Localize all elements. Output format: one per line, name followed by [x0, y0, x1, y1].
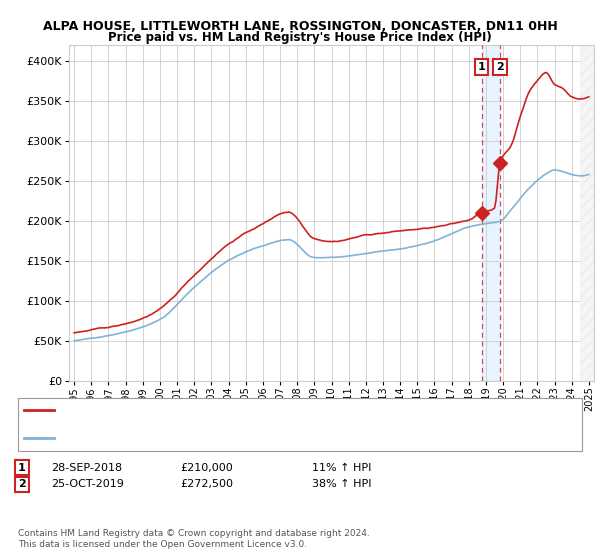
Text: £210,000: £210,000 [180, 463, 233, 473]
Text: £272,500: £272,500 [180, 479, 233, 489]
Text: 2: 2 [18, 479, 26, 489]
Text: ALPA HOUSE, LITTLEWORTH LANE, ROSSINGTON, DONCASTER, DN11 0HH (detached hou: ALPA HOUSE, LITTLEWORTH LANE, ROSSINGTON… [60, 405, 523, 416]
Text: 28-SEP-2018: 28-SEP-2018 [51, 463, 122, 473]
Bar [482, 45, 500, 381]
Text: 1: 1 [478, 62, 485, 72]
Text: HPI: Average price, detached house, Doncaster: HPI: Average price, detached house, Donc… [60, 433, 307, 444]
Bar [580, 45, 598, 381]
Text: 1: 1 [18, 463, 26, 473]
Text: 25-OCT-2019: 25-OCT-2019 [51, 479, 124, 489]
Text: 11% ↑ HPI: 11% ↑ HPI [312, 463, 371, 473]
Text: Price paid vs. HM Land Registry's House Price Index (HPI): Price paid vs. HM Land Registry's House … [108, 31, 492, 44]
Bar [580, 45, 598, 381]
Text: 2: 2 [496, 62, 504, 72]
Text: ALPA HOUSE, LITTLEWORTH LANE, ROSSINGTON, DONCASTER, DN11 0HH: ALPA HOUSE, LITTLEWORTH LANE, ROSSINGTON… [43, 20, 557, 32]
Text: 38% ↑ HPI: 38% ↑ HPI [312, 479, 371, 489]
Text: Contains HM Land Registry data © Crown copyright and database right 2024.
This d: Contains HM Land Registry data © Crown c… [18, 529, 370, 549]
